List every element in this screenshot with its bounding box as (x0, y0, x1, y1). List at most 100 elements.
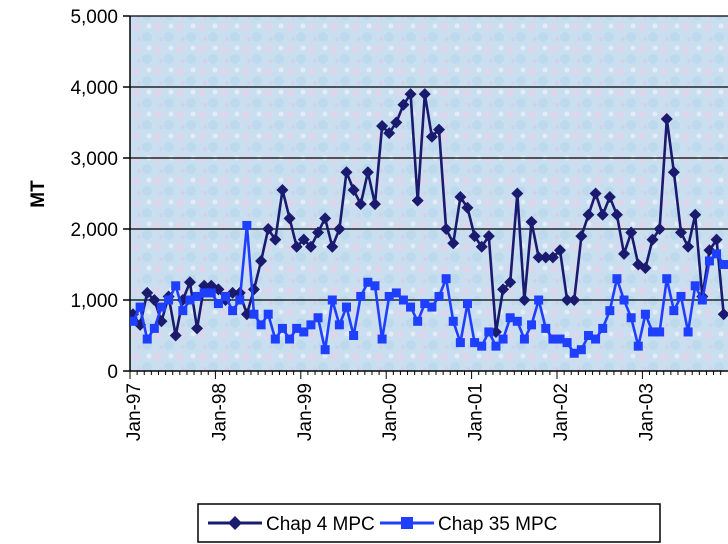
series-chap-35-mpc (130, 220, 728, 358)
data-point-chap-35-mpc (327, 295, 337, 305)
data-point-chap-35-mpc (569, 348, 579, 358)
data-point-chap-35-mpc (363, 277, 373, 287)
data-point-chap-4-mpc (667, 166, 680, 179)
data-point-chap-35-mpc (448, 316, 458, 326)
data-point-chap-35-mpc (662, 274, 672, 284)
series-layer (130, 88, 728, 358)
data-point-chap-35-mpc (719, 260, 728, 269)
x-tick-label: Jan-98 (209, 383, 230, 441)
data-point-chap-35-mpc (221, 291, 231, 301)
data-point-chap-4-mpc (589, 187, 602, 200)
data-point-chap-4-mpc (433, 123, 446, 136)
legend-entry-chap-4-mpc: Chap 4 MPC (208, 514, 375, 535)
legend-label-chap-4-mpc: Chap 4 MPC (266, 514, 375, 535)
x-tick-label: Jan-99 (295, 383, 316, 441)
data-point-chap-35-mpc (377, 334, 387, 344)
data-point-chap-35-mpc (498, 334, 508, 344)
data-point-chap-4-mpc (361, 166, 374, 179)
data-point-chap-35-mpc (356, 291, 366, 301)
data-point-chap-4-mpc (376, 120, 389, 133)
data-point-chap-35-mpc (655, 327, 665, 337)
data-point-chap-4-mpc (504, 276, 517, 289)
data-point-chap-35-mpc (548, 334, 558, 344)
data-point-chap-4-mpc (290, 240, 303, 253)
data-point-chap-35-mpc (384, 291, 394, 301)
data-point-chap-35-mpc (292, 323, 302, 333)
data-point-chap-35-mpc (370, 281, 380, 291)
data-point-chap-4-mpc (368, 198, 381, 211)
data-point-chap-4-mpc (141, 286, 154, 299)
data-point-chap-35-mpc (576, 345, 586, 355)
data-point-chap-35-mpc (235, 295, 245, 305)
x-tick-label: Jan-03 (636, 383, 657, 441)
y-tick-label: 4,000 (70, 78, 118, 99)
data-point-chap-4-mpc (255, 254, 268, 267)
data-point-chap-35-mpc (213, 299, 223, 309)
data-point-chap-35-mpc (491, 341, 501, 351)
data-point-chap-35-mpc (334, 320, 344, 330)
data-point-chap-35-mpc (527, 320, 537, 330)
data-point-chap-35-mpc (619, 295, 629, 305)
data-point-chap-35-mpc (349, 331, 359, 340)
data-point-chap-35-mpc (320, 345, 330, 355)
data-point-chap-35-mpc (285, 334, 295, 344)
data-point-chap-35-mpc (519, 334, 529, 344)
data-point-chap-4-mpc (297, 233, 310, 246)
data-point-chap-4-mpc (710, 233, 723, 246)
data-point-chap-4-mpc (340, 166, 353, 179)
data-point-chap-35-mpc (413, 316, 423, 326)
data-point-chap-35-mpc (277, 323, 287, 333)
data-point-chap-35-mpc (669, 306, 679, 316)
data-point-chap-35-mpc (306, 320, 316, 330)
data-point-chap-4-mpc (618, 247, 631, 260)
y-axis: 0 1,000 2,000 3,000 4,000 5,000 (70, 7, 130, 383)
data-point-chap-4-mpc (276, 183, 289, 196)
data-point-chap-35-mpc (142, 334, 152, 344)
data-point-chap-35-mpc (185, 295, 195, 305)
data-point-chap-35-mpc (256, 320, 266, 330)
legend-marker-diamond (228, 516, 242, 530)
data-point-chap-4-mpc (568, 294, 581, 306)
y-tick-label: 1,000 (70, 291, 118, 312)
data-point-chap-35-mpc (690, 281, 700, 291)
legend-entry-chap-35-mpc: Chap 35 MPC (380, 514, 557, 535)
data-point-chap-35-mpc (462, 299, 472, 309)
data-point-chap-4-mpc (304, 240, 317, 253)
data-point-chap-35-mpc (441, 274, 451, 284)
data-point-chap-35-mpc (555, 334, 565, 344)
data-point-chap-4-mpc (575, 230, 588, 243)
data-point-chap-35-mpc (541, 323, 551, 333)
data-point-chap-35-mpc (534, 295, 544, 305)
data-point-chap-35-mpc (270, 334, 280, 344)
x-tick-label: Jan-02 (551, 383, 572, 441)
data-point-chap-35-mpc (697, 295, 707, 305)
data-point-chap-35-mpc (171, 281, 181, 291)
y-tick-label: 2,000 (70, 220, 118, 241)
data-point-chap-4-mpc (418, 88, 431, 101)
data-point-chap-4-mpc (639, 262, 652, 275)
data-point-chap-35-mpc (683, 327, 693, 337)
data-point-chap-35-mpc (455, 338, 465, 348)
legend-marker-square (401, 517, 413, 529)
data-point-chap-35-mpc (512, 316, 522, 326)
data-point-chap-35-mpc (484, 327, 494, 337)
data-point-chap-35-mpc (149, 323, 159, 333)
legend-label-chap-35-mpc: Chap 35 MPC (438, 514, 557, 535)
data-point-chap-4-mpc (447, 237, 460, 250)
data-point-chap-4-mpc (390, 116, 403, 129)
data-point-chap-35-mpc (470, 338, 480, 348)
data-point-chap-35-mpc (676, 291, 686, 301)
data-point-chap-35-mpc (562, 338, 572, 348)
data-point-chap-35-mpc (192, 291, 202, 301)
y-tick-label: 0 (107, 362, 118, 383)
x-tick-label: Jan-00 (380, 383, 401, 441)
data-point-chap-4-mpc (660, 112, 673, 125)
data-point-chap-35-mpc (583, 331, 593, 340)
data-point-chap-4-mpc (646, 233, 659, 246)
data-point-chap-35-mpc (712, 249, 722, 259)
data-point-chap-4-mpc (554, 244, 566, 257)
data-point-chap-4-mpc (475, 240, 488, 253)
data-point-chap-35-mpc (591, 334, 601, 344)
data-point-chap-35-mpc (640, 309, 650, 319)
data-point-chap-4-mpc (354, 198, 367, 211)
